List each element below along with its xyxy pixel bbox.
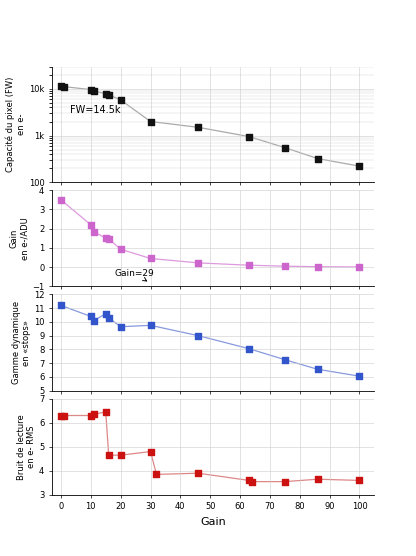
Point bbox=[58, 301, 64, 310]
Point bbox=[249, 477, 255, 486]
Point bbox=[282, 355, 288, 364]
Point bbox=[153, 470, 160, 479]
Point bbox=[314, 262, 321, 271]
Point bbox=[147, 321, 154, 330]
Point bbox=[282, 143, 288, 152]
Point bbox=[147, 117, 154, 126]
Point bbox=[87, 411, 94, 420]
Y-axis label: Gain
en e-/ADU: Gain en e-/ADU bbox=[10, 217, 30, 260]
Point bbox=[61, 82, 67, 91]
Point bbox=[102, 309, 109, 318]
Point bbox=[314, 154, 321, 163]
Point bbox=[90, 316, 97, 325]
Point bbox=[61, 411, 67, 420]
Point bbox=[117, 96, 124, 105]
Point bbox=[117, 451, 124, 460]
Point bbox=[117, 322, 124, 331]
Point bbox=[314, 475, 321, 484]
Point bbox=[105, 90, 112, 99]
Point bbox=[282, 477, 288, 486]
Y-axis label: Capacité du pixel (FW)
en e-: Capacité du pixel (FW) en e- bbox=[6, 77, 26, 172]
Point bbox=[87, 220, 94, 229]
Point bbox=[282, 262, 288, 271]
Point bbox=[105, 235, 112, 244]
Point bbox=[356, 162, 363, 171]
Point bbox=[246, 476, 253, 485]
Point bbox=[117, 245, 124, 254]
Point bbox=[90, 86, 97, 95]
Point bbox=[246, 261, 253, 270]
Point bbox=[246, 132, 253, 141]
Point bbox=[87, 85, 94, 94]
Point bbox=[105, 314, 112, 322]
Text: FW=14.5k: FW=14.5k bbox=[70, 105, 120, 115]
Point bbox=[246, 344, 253, 353]
Y-axis label: Gamme dynamique
en «stops»: Gamme dynamique en «stops» bbox=[12, 301, 31, 384]
Point bbox=[58, 411, 64, 420]
Point bbox=[195, 469, 202, 478]
Y-axis label: Bruit de lecture
en e- RMS: Bruit de lecture en e- RMS bbox=[17, 414, 36, 480]
Point bbox=[356, 262, 363, 271]
Point bbox=[356, 476, 363, 485]
Point bbox=[58, 82, 64, 91]
Point bbox=[195, 259, 202, 267]
Point bbox=[90, 227, 97, 236]
Point bbox=[314, 365, 321, 374]
Point bbox=[147, 254, 154, 263]
Point bbox=[102, 234, 109, 243]
Point bbox=[102, 90, 109, 98]
X-axis label: Gain: Gain bbox=[201, 517, 226, 527]
Text: Gain=29: Gain=29 bbox=[115, 269, 154, 281]
Point bbox=[58, 195, 64, 204]
Point bbox=[102, 408, 109, 416]
Point bbox=[87, 312, 94, 321]
Point bbox=[195, 331, 202, 340]
Point bbox=[147, 447, 154, 456]
Point bbox=[90, 410, 97, 419]
Point bbox=[105, 451, 112, 460]
Point bbox=[195, 123, 202, 132]
Point bbox=[356, 372, 363, 381]
